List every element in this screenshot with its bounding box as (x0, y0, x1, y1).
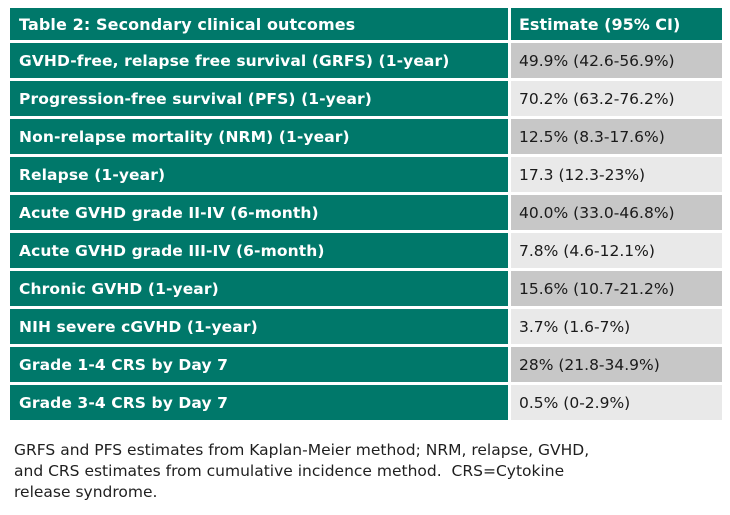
outcome-label: NIH severe cGVHD (1-year) (10, 309, 508, 344)
outcome-value: 17.3 (12.3-23%) (511, 157, 722, 192)
outcome-label: Acute GVHD grade III-IV (6-month) (10, 233, 508, 268)
outcome-value: 12.5% (8.3-17.6%) (511, 119, 722, 154)
outcome-label: Grade 3-4 CRS by Day 7 (10, 385, 508, 420)
outcome-label: Relapse (1-year) (10, 157, 508, 192)
table-row: NIH severe cGVHD (1-year) 3.7% (1.6-7%) (10, 309, 722, 344)
outcome-value: 0.5% (0-2.9%) (511, 385, 722, 420)
table-row: Progression-free survival (PFS) (1-year)… (10, 81, 722, 116)
outcome-value: 49.9% (42.6-56.9%) (511, 43, 722, 78)
outcome-label: Grade 1-4 CRS by Day 7 (10, 347, 508, 382)
outcome-value: 15.6% (10.7-21.2%) (511, 271, 722, 306)
footnote-line: release syndrome. (14, 483, 158, 501)
table-row: Chronic GVHD (1-year) 15.6% (10.7-21.2%) (10, 271, 722, 306)
table-row: Grade 1-4 CRS by Day 7 28% (21.8-34.9%) (10, 347, 722, 382)
table-row: GVHD-free, relapse free survival (GRFS) … (10, 43, 722, 78)
outcome-label: Acute GVHD grade II-IV (6-month) (10, 195, 508, 230)
outcome-label: Non-relapse mortality (NRM) (1-year) (10, 119, 508, 154)
estimate-column-header: Estimate (95% CI) (511, 8, 722, 40)
table-row: Acute GVHD grade II-IV (6-month) 40.0% (… (10, 195, 722, 230)
table-row: Non-relapse mortality (NRM) (1-year) 12.… (10, 119, 722, 154)
outcome-value: 40.0% (33.0-46.8%) (511, 195, 722, 230)
footnote-line: and CRS estimates from cumulative incide… (14, 462, 565, 480)
table-row: Grade 3-4 CRS by Day 7 0.5% (0-2.9%) (10, 385, 722, 420)
outcome-value: 7.8% (4.6-12.1%) (511, 233, 722, 268)
table-row: Acute GVHD grade III-IV (6-month) 7.8% (… (10, 233, 722, 268)
table-row: Relapse (1-year) 17.3 (12.3-23%) (10, 157, 722, 192)
table-title: Table 2: Secondary clinical outcomes (10, 8, 508, 40)
secondary-outcomes-table: Table 2: Secondary clinical outcomes Est… (10, 8, 722, 423)
outcome-label: GVHD-free, relapse free survival (GRFS) … (10, 43, 508, 78)
outcome-label: Chronic GVHD (1-year) (10, 271, 508, 306)
outcome-value: 28% (21.8-34.9%) (511, 347, 722, 382)
footnote-line: GRFS and PFS estimates from Kaplan-Meier… (14, 441, 590, 459)
table-footnote: GRFS and PFS estimates from Kaplan-Meier… (14, 440, 714, 503)
outcome-value: 70.2% (63.2-76.2%) (511, 81, 722, 116)
outcome-label: Progression-free survival (PFS) (1-year) (10, 81, 508, 116)
outcome-value: 3.7% (1.6-7%) (511, 309, 722, 344)
table-header-row: Table 2: Secondary clinical outcomes Est… (10, 8, 722, 40)
